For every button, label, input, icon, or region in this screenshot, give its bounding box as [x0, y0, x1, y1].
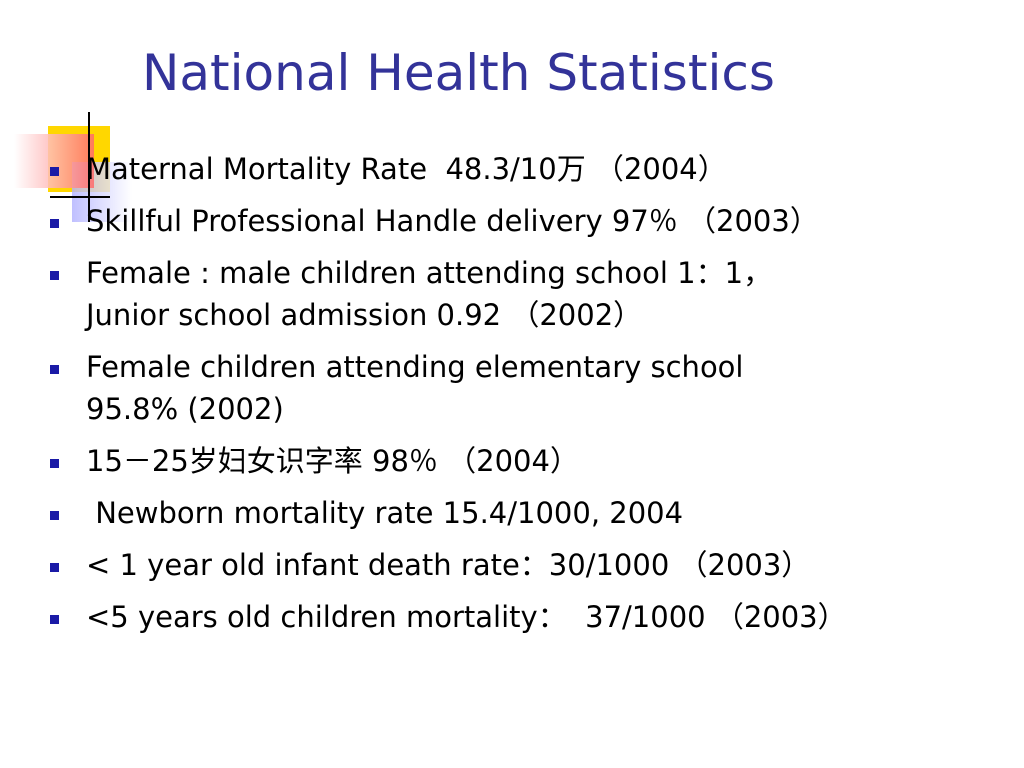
bullet-item: <5 years old children mortality： 37/1000… — [48, 596, 1008, 638]
bullet-item: Maternal Mortality Rate 48.3/10万 （2004） — [48, 148, 1008, 190]
deco-vline — [88, 112, 90, 222]
bullet-marker — [50, 365, 59, 374]
bullet-marker — [50, 167, 59, 176]
bullet-text: Maternal Mortality Rate 48.3/10万 （2004） — [86, 152, 727, 186]
bullet-text: Female children attending elementary sch… — [86, 350, 744, 384]
bullet-text: Skillful Professional Handle delivery 97… — [86, 204, 819, 238]
bullet-item: Skillful Professional Handle delivery 97… — [48, 200, 1008, 242]
bullet-marker — [50, 459, 59, 468]
bullet-item: Female children attending elementary sch… — [48, 346, 1008, 430]
bullet-list: Maternal Mortality Rate 48.3/10万 （2004） S… — [48, 148, 1008, 648]
bullet-item: < 1 year old infant death rate：30/1000 （… — [48, 544, 1008, 586]
bullet-text: Junior school admission 0.92 （2002） — [86, 298, 643, 332]
bullet-marker — [50, 563, 59, 572]
bullet-marker — [50, 219, 59, 228]
bullet-text: Newborn mortality rate 15.4/1000, 2004 — [86, 496, 684, 530]
deco-red — [14, 134, 94, 188]
title: National Health Statistics — [142, 44, 775, 102]
bullet-item: Female : male children attending school … — [48, 252, 1008, 336]
bullet-item: Newborn mortality rate 15.4/1000, 2004 — [48, 492, 1008, 534]
bullet-marker — [50, 615, 59, 624]
bullet-text: 95.8% (2002) — [86, 392, 284, 426]
deco-hline — [50, 196, 110, 198]
bullet-text: 15－25岁妇女识字率 98％ （2004） — [86, 444, 579, 478]
bullet-item: 15－25岁妇女识字率 98％ （2004） — [48, 440, 1008, 482]
bullet-text: <5 years old children mortality： 37/1000… — [86, 600, 847, 634]
bullet-marker — [50, 271, 59, 280]
bullet-marker — [50, 511, 59, 520]
bullet-text: < 1 year old infant death rate：30/1000 （… — [86, 548, 811, 582]
bullet-text: Female : male children attending school … — [86, 256, 773, 290]
